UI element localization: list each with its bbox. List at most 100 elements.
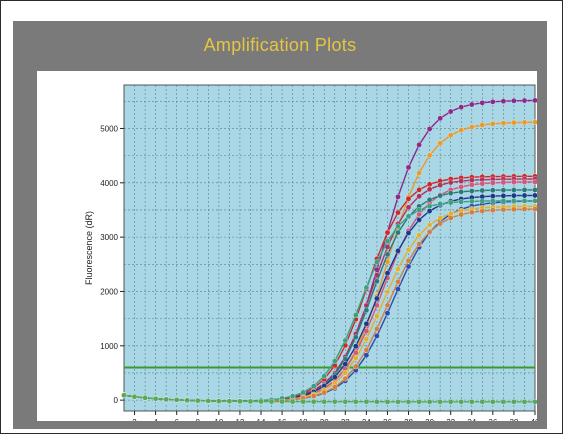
series-12-point — [468, 398, 475, 405]
series-7-point — [426, 208, 433, 214]
series-12-point — [479, 398, 486, 405]
series-12-point — [363, 398, 370, 405]
series-10-point — [532, 206, 537, 212]
series-5-point — [500, 179, 507, 186]
x-tick-label: 20 — [320, 418, 329, 421]
series-11-point — [321, 373, 328, 379]
series-11-point — [521, 197, 528, 204]
x-tick-label: 40 — [531, 418, 537, 421]
series-2-point — [479, 122, 486, 128]
x-tick-label: 26 — [383, 418, 392, 421]
series-9-point — [395, 266, 401, 272]
series-7-point — [405, 230, 412, 236]
series-1-point — [500, 98, 507, 105]
series-1-point — [511, 97, 517, 104]
series-11-point — [511, 197, 517, 204]
series-1-point — [489, 98, 496, 105]
series-10-point — [437, 220, 444, 227]
series-9-point — [426, 221, 433, 228]
series-9-point — [342, 369, 349, 376]
series-4-point — [405, 204, 412, 211]
series-7-point — [532, 192, 537, 199]
series-1-point — [447, 108, 454, 115]
series-5-point — [458, 183, 465, 190]
series-7-point — [384, 270, 391, 277]
series-11-point — [384, 238, 391, 245]
series-5-point — [363, 328, 370, 334]
series-2-point — [500, 120, 507, 126]
x-tick-label: 16 — [278, 418, 287, 421]
series-6-point — [489, 187, 496, 194]
series-9-point — [405, 246, 412, 253]
x-tick-label: 12 — [235, 418, 244, 421]
series-12-point — [521, 398, 528, 405]
series-10-point — [374, 326, 380, 332]
series-2-point — [489, 120, 496, 127]
series-1-point — [395, 194, 401, 200]
series-11-point — [352, 312, 359, 318]
series-12-point — [310, 398, 317, 405]
series-12-point — [152, 395, 159, 402]
y-tick-label: 0 — [114, 396, 119, 405]
y-axis-label: Fluorescence (dR) — [84, 211, 94, 285]
series-12-point — [374, 398, 380, 405]
series-12-point — [194, 397, 201, 404]
series-1-point — [405, 164, 412, 171]
series-12-point — [142, 394, 148, 401]
series-12-point — [163, 396, 170, 403]
series-6-point — [479, 187, 486, 194]
series-11-point — [426, 203, 433, 210]
series-6-point — [437, 192, 444, 199]
series-11-point — [458, 198, 465, 205]
y-tick-label: 1000 — [100, 342, 118, 351]
x-tick-label: 14 — [257, 418, 266, 421]
series-10-point — [426, 229, 433, 235]
series-10-point — [489, 207, 496, 214]
series-12-point — [458, 398, 465, 405]
series-12-point — [511, 398, 517, 405]
series-12-point — [173, 397, 180, 403]
series-11-point — [437, 201, 444, 207]
series-9-point — [437, 215, 444, 221]
series-5-point — [532, 179, 537, 185]
series-12-point — [205, 398, 212, 404]
series-12-point — [342, 398, 349, 405]
chart-panel: Amplification Plots 0 1000 2000 3000 4000 500… — [13, 21, 547, 429]
series-12-point — [300, 398, 307, 405]
x-tick-label: 32 — [446, 418, 455, 421]
series-6-point — [352, 334, 359, 341]
series-6-point — [447, 190, 454, 197]
series-2-point — [468, 124, 475, 130]
series-11-point — [468, 198, 475, 205]
series-6-point — [374, 278, 380, 285]
series-10-point — [479, 208, 486, 214]
series-4-point — [458, 178, 465, 184]
series-7-point — [416, 217, 422, 223]
series-1-point — [416, 142, 422, 148]
series-7-point — [489, 193, 496, 199]
series-6-point — [500, 187, 507, 193]
series-6-point — [395, 229, 401, 236]
series-12-point — [437, 398, 444, 405]
series-12-point — [532, 398, 537, 405]
series-7-point — [331, 374, 338, 380]
series-12-point — [489, 398, 496, 405]
series-2-point — [521, 119, 528, 126]
series-12-point — [226, 398, 233, 405]
series-11-point — [500, 197, 507, 204]
series-12-point — [395, 398, 401, 405]
series-12-point — [416, 398, 422, 405]
series-6-point — [532, 187, 537, 193]
series-7-point — [374, 295, 380, 302]
series-6-point — [384, 251, 391, 258]
series-2-point — [447, 132, 454, 139]
series-9-point — [384, 288, 391, 295]
series-12-point — [215, 398, 222, 404]
series-11-point — [532, 197, 537, 204]
x-tick-label: 36 — [488, 418, 497, 421]
series-10-point — [416, 241, 422, 247]
series-12-point — [352, 398, 359, 405]
series-12-point — [247, 398, 254, 405]
series-10-point — [500, 206, 507, 213]
series-11-point — [405, 213, 412, 220]
